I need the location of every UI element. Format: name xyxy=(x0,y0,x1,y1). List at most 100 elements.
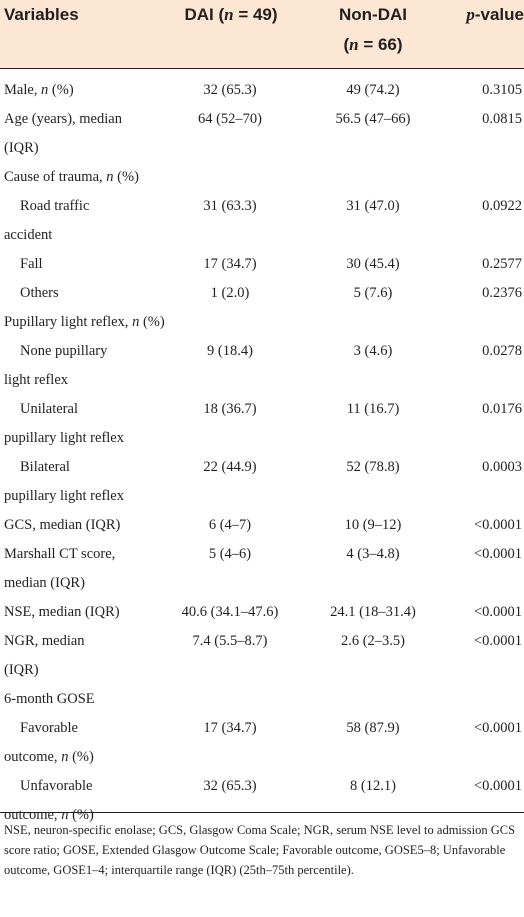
row-variable-text: NSE, median (IQR) xyxy=(4,604,120,620)
row-variable-line2-text: accident xyxy=(4,227,53,243)
row-variable: Fall xyxy=(20,250,43,279)
row-variable-line2: outcome, n (%) xyxy=(4,801,94,830)
row-variable: Age (years), median xyxy=(4,105,122,134)
header-non-dai-count: (n = 66) xyxy=(318,30,428,60)
header-non-dai-prefix: ( xyxy=(343,35,350,54)
row-variable-line2: light reflex xyxy=(4,366,68,395)
row-p-value: <0.0001 xyxy=(473,517,522,533)
row-variable-line2-text: outcome, xyxy=(4,749,62,765)
row-p-value: 0.0922 xyxy=(482,198,522,214)
row-variable-text: GCS, median (IQR) xyxy=(4,517,121,533)
row-non-dai-value: 58 (87.9) xyxy=(346,720,400,736)
header-dai: DAI (n = 49) xyxy=(168,0,294,30)
row-variable-line2-text: (IQR) xyxy=(4,140,39,156)
row-p-value: <0.0001 xyxy=(473,633,522,649)
row-non-dai-value: 24.1 (18–31.4) xyxy=(330,604,416,620)
row-dai-value: 17 (34.7) xyxy=(203,256,257,272)
row-variable: Male, n (%) xyxy=(4,76,74,105)
row-non-dai-value: 31 (47.0) xyxy=(346,198,400,214)
row-variable-text: Fall xyxy=(20,256,43,272)
row-variable-line2-italic: n xyxy=(61,749,69,765)
row-variable: Bilateral xyxy=(20,453,70,482)
row-variable-line2-tail: (%) xyxy=(68,807,94,823)
row-variable: Unilateral xyxy=(20,395,78,424)
row-dai-value: 22 (44.9) xyxy=(203,459,257,475)
row-p-value: 0.3105 xyxy=(482,82,522,98)
row-dai-value: 6 (4–7) xyxy=(208,517,252,533)
row-variable-line2: median (IQR) xyxy=(4,569,85,598)
row-variable: Pupillary light reflex, n (%) xyxy=(4,308,165,337)
row-variable: GCS, median (IQR) xyxy=(4,511,120,540)
row-dai-value: 40.6 (34.1–47.6) xyxy=(181,604,279,620)
row-variable-text: Marshall CT score, xyxy=(4,546,116,562)
row-variable-text: Bilateral xyxy=(20,459,70,475)
row-dai-value: 1 (2.0) xyxy=(210,285,250,301)
row-dai-value: 17 (34.7) xyxy=(203,720,257,736)
row-variable-text: 6-month GOSE xyxy=(4,691,95,707)
row-p-value: 0.0176 xyxy=(482,401,522,417)
row-non-dai-value: 10 (9–12) xyxy=(344,517,402,533)
row-non-dai-value: 3 (4.6) xyxy=(353,343,393,359)
row-variable-text: Age (years), median xyxy=(4,111,122,127)
row-variable-text: Unfavorable xyxy=(20,778,93,794)
row-variable-line2-tail: (%) xyxy=(68,749,94,765)
header-p-rest: -value xyxy=(474,5,524,24)
row-non-dai-value: 2.6 (2–3.5) xyxy=(340,633,406,649)
row-variable-text: Male, xyxy=(4,82,42,98)
row-variable-line2-text: pupillary light reflex xyxy=(4,488,124,504)
header-dai-n: n xyxy=(224,5,234,24)
header-non-dai-n: n xyxy=(349,35,359,54)
row-variable-text: Others xyxy=(20,285,59,301)
row-variable-line2-text: (IQR) xyxy=(4,662,39,678)
row-dai-value: 32 (65.3) xyxy=(203,778,257,794)
row-variable-line2: (IQR) xyxy=(4,134,39,163)
row-variable-tail: (%) xyxy=(48,82,74,98)
row-variable: None pupillary xyxy=(20,337,107,366)
row-non-dai-value: 8 (12.1) xyxy=(350,778,396,794)
row-dai-value: 9 (18.4) xyxy=(207,343,253,359)
row-variable-italic: n xyxy=(41,82,49,98)
row-variable-text: NGR, median xyxy=(4,633,85,649)
row-non-dai-value: 30 (45.4) xyxy=(346,256,400,272)
row-variable-line2: accident xyxy=(4,221,52,250)
row-variable-italic: n xyxy=(132,314,140,330)
row-variable-text: Favorable xyxy=(20,720,78,736)
row-non-dai-value: 5 (7.6) xyxy=(353,285,393,301)
row-variable-italic: n xyxy=(106,169,114,185)
row-p-value: 0.2376 xyxy=(482,285,522,301)
row-dai-value: 64 (52–70) xyxy=(197,111,263,127)
header-rule xyxy=(0,68,524,69)
row-variable-text: None pupillary xyxy=(20,343,108,359)
bottom-rule xyxy=(0,812,524,813)
row-non-dai-value: 52 (78.8) xyxy=(346,459,400,475)
row-variable-text: Pupillary light reflex, xyxy=(4,314,133,330)
table-footnote: NSE, neuron-specific enolase; GCS, Glasg… xyxy=(4,823,516,877)
header-p-italic: p xyxy=(466,5,475,24)
row-variable-line2: (IQR) xyxy=(4,656,39,685)
row-p-value: <0.0001 xyxy=(473,604,522,620)
row-variable-text: Road traffic xyxy=(20,198,90,214)
row-variable-text: Cause of trauma, xyxy=(4,169,107,185)
row-variable: Unfavorable xyxy=(20,772,92,801)
row-p-value: 0.2577 xyxy=(482,256,522,272)
header-non-dai: Non-DAI (n = 66) xyxy=(318,0,428,60)
row-non-dai-value: 49 (74.2) xyxy=(346,82,400,98)
row-dai-value: 5 (4–6) xyxy=(208,546,252,562)
table-header: Variables DAI (n = 49) Non-DAI (n = 66) p… xyxy=(0,0,524,68)
header-non-dai-label: Non-DAI xyxy=(339,5,407,24)
row-p-value: <0.0001 xyxy=(473,778,522,794)
row-p-value: <0.0001 xyxy=(473,546,522,562)
row-non-dai-value: 56.5 (47–66) xyxy=(335,111,411,127)
row-dai-value: 31 (63.3) xyxy=(203,198,257,214)
row-dai-value: 32 (65.3) xyxy=(203,82,257,98)
row-variable-tail: (%) xyxy=(139,314,165,330)
row-variable-tail: (%) xyxy=(113,169,139,185)
row-variable-line2-text: pupillary light reflex xyxy=(4,430,124,446)
header-dai-suffix: = 49) xyxy=(233,5,278,24)
row-variable-line2: pupillary light reflex xyxy=(4,482,124,511)
row-variable: NSE, median (IQR) xyxy=(4,598,120,627)
row-variable-line2-text: light reflex xyxy=(4,372,69,388)
header-variables: Variables xyxy=(4,5,79,24)
header-dai-prefix: DAI ( xyxy=(184,5,225,24)
